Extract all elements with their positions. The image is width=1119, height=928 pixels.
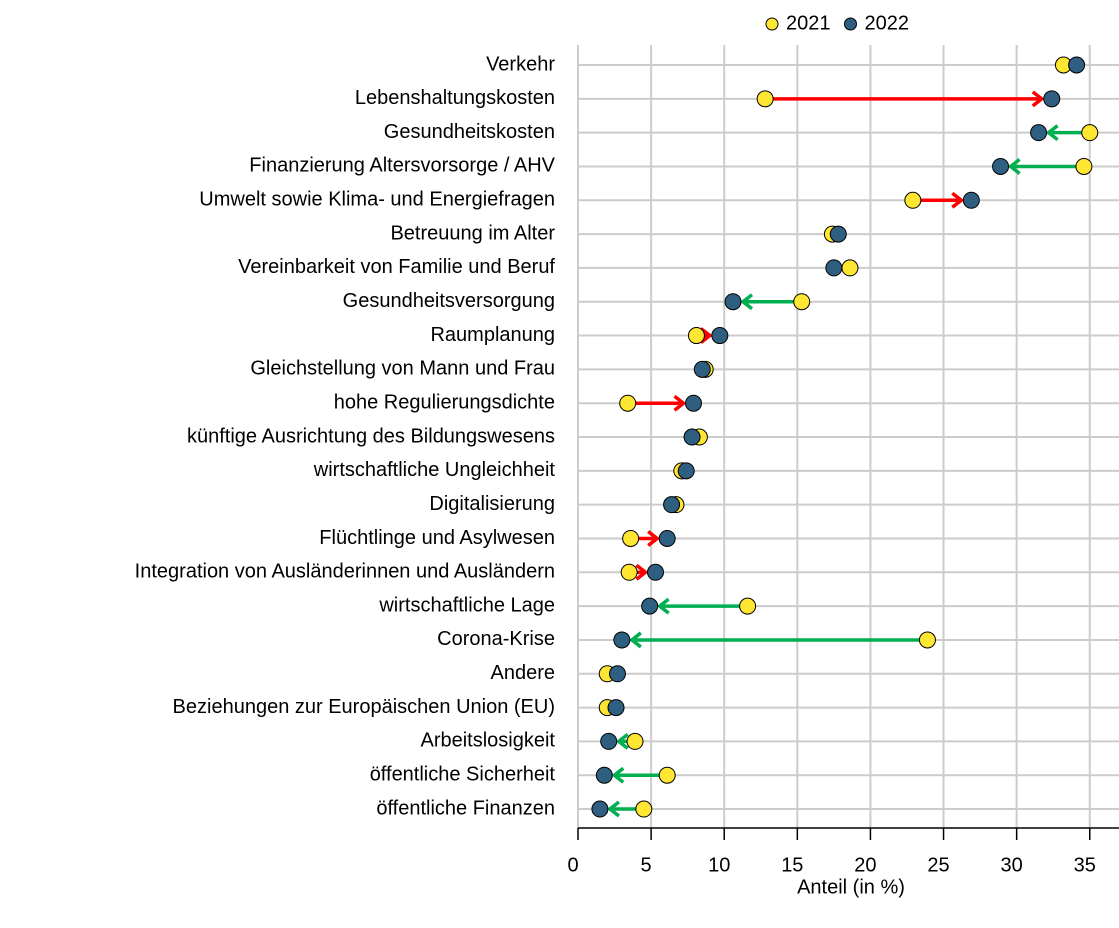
legend-label: 2022 <box>865 12 910 34</box>
change-arrow <box>740 293 802 311</box>
arrow-head <box>1007 158 1021 175</box>
change-arrow <box>765 90 1045 108</box>
category-label: künftige Ausrichtung des Bildungswesens <box>187 425 555 447</box>
dot <box>841 259 859 277</box>
category-label: hohe Regulierungsdichte <box>334 391 555 413</box>
dot <box>626 732 644 750</box>
dot <box>608 665 626 683</box>
dot <box>622 529 640 547</box>
x-tick-label: 35 <box>1074 854 1096 876</box>
category-label: Gleichstellung von Mann und Frau <box>250 358 555 380</box>
dot <box>658 766 676 784</box>
dot <box>600 732 618 750</box>
category-label: Lebenshaltungskosten <box>355 87 555 109</box>
dot <box>918 631 936 649</box>
category-label: Verkehr <box>486 53 555 75</box>
dot <box>1043 90 1061 108</box>
category-label: Gesundheitsversorgung <box>343 290 555 312</box>
dot <box>677 462 695 480</box>
legend-marker <box>844 17 857 31</box>
change-arrow <box>629 631 928 649</box>
category-label: Umwelt sowie Klima- und Energiefragen <box>199 189 555 211</box>
category-label: Vereinbarkeit von Familie und Beruf <box>238 256 555 278</box>
arrow-head <box>647 530 661 547</box>
category-label: Andere <box>491 662 556 684</box>
dot <box>620 563 638 581</box>
dot <box>693 360 711 378</box>
arrow-head <box>951 191 965 209</box>
arrow-head <box>635 563 649 581</box>
arrow-head <box>740 293 754 311</box>
arrow-head <box>1031 90 1045 108</box>
dot <box>595 766 613 784</box>
dot <box>962 191 980 209</box>
dot <box>739 597 757 615</box>
change-arrow <box>656 597 748 615</box>
dot <box>641 597 659 615</box>
category-label: Flüchtlinge und Asylwesen <box>319 527 555 549</box>
arrow-head <box>673 394 687 412</box>
change-arrow <box>627 394 687 412</box>
dot <box>1081 124 1099 142</box>
dot <box>1068 56 1086 74</box>
dot <box>724 293 742 311</box>
x-tick-label: 10 <box>708 854 730 876</box>
arrow-head <box>607 800 621 818</box>
x-tick-label: 20 <box>854 854 876 876</box>
dot <box>825 259 843 277</box>
x-tick-label: 5 <box>641 854 652 876</box>
dot <box>646 563 664 581</box>
category-label: Digitalisierung <box>429 493 555 515</box>
category-label: wirtschaftliche Lage <box>378 594 555 616</box>
change-arrow <box>1007 158 1084 175</box>
dot <box>711 327 729 345</box>
category-label: Beziehungen zur Europäischen Union (EU) <box>173 696 555 718</box>
category-label: wirtschaftliche Ungleichheit <box>313 459 556 481</box>
dot <box>756 90 774 108</box>
arrow-head <box>629 631 642 649</box>
category-label: öffentliche Sicherheit <box>370 764 556 786</box>
x-tick-label: 0 <box>567 854 578 876</box>
category-label: Raumplanung <box>430 324 555 346</box>
category-label: Integration von Ausländerinnen und Auslä… <box>135 561 555 583</box>
category-label: Betreuung im Alter <box>390 222 555 244</box>
dot <box>683 428 701 446</box>
dot <box>607 699 625 717</box>
x-axis-label: Anteil (in %) <box>797 876 905 898</box>
dot <box>992 157 1010 175</box>
legend-label: 2021 <box>786 12 831 34</box>
dot <box>1030 124 1048 142</box>
x-tick-label: 25 <box>927 854 949 876</box>
x-tick-label: 30 <box>1001 854 1023 876</box>
dot <box>685 394 703 412</box>
category-label: öffentliche Finanzen <box>376 797 555 819</box>
arrow-head <box>1045 124 1059 142</box>
category-label: Gesundheitskosten <box>384 121 555 143</box>
legend-marker <box>765 17 779 31</box>
dot <box>1075 157 1093 175</box>
dot <box>635 800 653 818</box>
dot <box>793 293 811 311</box>
arrow-head <box>615 733 629 750</box>
dot <box>591 800 609 818</box>
x-tick-label: 15 <box>781 854 803 876</box>
arrow-head <box>611 766 625 784</box>
dot <box>687 327 705 345</box>
category-label: Corona-Krise <box>437 628 555 650</box>
dot <box>904 191 922 209</box>
category-label: Finanzierung Altersvorsorge / AHV <box>249 155 555 177</box>
dot <box>619 394 637 412</box>
dot <box>829 225 847 243</box>
category-label: Arbeitslosigkeit <box>420 730 555 752</box>
dot <box>613 631 631 649</box>
dot <box>663 496 681 514</box>
arrow-head <box>699 327 713 344</box>
arrow-head <box>656 597 670 615</box>
dot <box>658 529 676 547</box>
